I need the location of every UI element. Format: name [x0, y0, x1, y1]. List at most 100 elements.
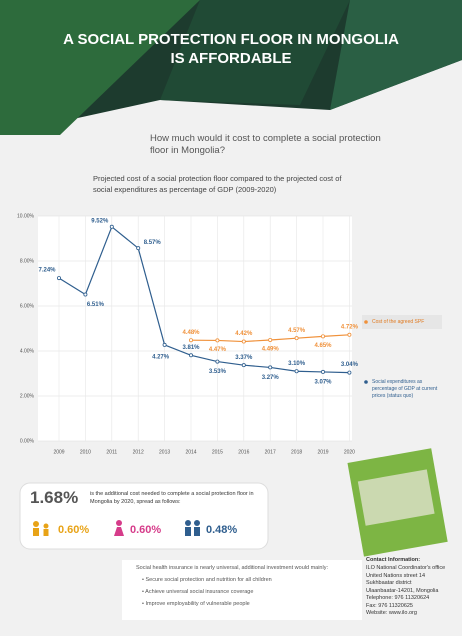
contact-line: Sukhbaatar district	[366, 580, 412, 586]
x-tick-label: 2019	[317, 449, 328, 455]
data-label: 7.24%	[38, 268, 56, 274]
point	[188, 353, 193, 358]
data-label: 3.53%	[209, 369, 227, 375]
title: A SOCIAL PROTECTION FLOOR IN MONGOLIA	[63, 31, 399, 48]
x-tick-label: 2016	[238, 449, 249, 455]
data-label: 6.51%	[87, 302, 105, 308]
point	[162, 342, 167, 347]
x-tick-label: 2020	[344, 449, 355, 455]
contact-block: ILO National Coordinator's office United …	[366, 565, 445, 618]
point	[57, 276, 62, 281]
point	[136, 246, 141, 251]
legend-marker	[364, 380, 368, 384]
point	[83, 292, 88, 297]
data-label: 4.48%	[182, 330, 200, 336]
icon-elderly	[185, 520, 200, 536]
point	[268, 337, 273, 342]
header-shape	[0, 0, 200, 135]
additional-cost-text: is the additional cost needed to complet…	[90, 491, 254, 505]
data-label: 4.27%	[152, 355, 170, 361]
point	[347, 370, 352, 375]
contact-title: Contact Information:	[366, 557, 421, 563]
point	[241, 363, 246, 368]
x-tick-label: 2012	[133, 449, 144, 455]
title: IS AFFORDABLE	[170, 50, 292, 67]
data-label: 3.04%	[341, 362, 359, 368]
additional-cost-value: 1.68%	[30, 488, 79, 507]
point	[347, 332, 352, 337]
bullet-text: Improve employability of vulnerable peop…	[145, 601, 250, 607]
data-label: 4.47%	[209, 347, 227, 353]
x-tick-label: 2014	[185, 449, 196, 455]
data-label: 4.65%	[314, 343, 332, 349]
bullet: • Secure social protection and nutrition…	[142, 577, 272, 583]
summary-box	[19, 482, 269, 550]
question: floor in Mongolia?	[150, 145, 225, 156]
contact-line: ILO National Coordinator's office	[366, 565, 446, 571]
header-shape	[330, 0, 462, 110]
header-shape	[160, 0, 350, 105]
measures-box	[122, 560, 362, 620]
contact-line: United Nations street 14	[366, 572, 426, 579]
point	[215, 359, 220, 364]
y-tick-label: 10.00%	[17, 213, 35, 219]
legend-label: Cost of the agreed SPF	[372, 319, 425, 325]
point	[109, 224, 114, 229]
chart-title: social expenditures as percentage of GDP…	[93, 185, 277, 194]
x-tick-label: 2015	[212, 449, 223, 455]
data-label: 4.72%	[341, 324, 359, 330]
bullet-text: Achieve universal social insurance cover…	[145, 589, 254, 595]
question: How much would it cost to complete a soc…	[150, 133, 381, 144]
point	[268, 365, 273, 370]
bullet: • Improve employability of vulnerable pe…	[142, 601, 250, 607]
point	[241, 339, 246, 344]
y-tick-label: 4.00%	[20, 348, 35, 354]
contact-line: Telephone: 976 11320624	[366, 595, 430, 601]
share: 0.60%	[130, 524, 162, 536]
y-tick-label: 6.00%	[20, 303, 35, 309]
data-label: 8.57%	[144, 240, 162, 246]
plot-area	[38, 216, 352, 441]
data-label: 3.10%	[288, 361, 306, 367]
point	[294, 369, 299, 374]
icon-children	[33, 521, 49, 536]
point	[294, 336, 299, 341]
point	[320, 369, 325, 374]
data-label: 9.52%	[91, 218, 109, 224]
series-line	[58, 225, 350, 374]
share: 0.60%	[58, 524, 90, 536]
booklet-photo	[357, 469, 435, 526]
legend-label: Social expenditures as percentage of GDP…	[372, 379, 438, 399]
data-label: 3.07%	[314, 380, 332, 386]
bullet: • Achieve universal social insurance cov…	[142, 589, 254, 595]
y-tick-label: 2.00%	[20, 393, 35, 399]
x-tick-label: 2010	[80, 449, 91, 455]
data-label: 3.37%	[235, 355, 253, 361]
data-label: 4.57%	[288, 328, 306, 334]
chart-title: Projected cost of a social protection fl…	[93, 174, 342, 183]
icon-women	[114, 520, 124, 536]
contact-line: Website: www.ilo.org	[366, 610, 417, 616]
measures-intro: Social health insurance is nearly univer…	[136, 565, 328, 571]
point	[320, 334, 325, 339]
contact-line: Ulaanbaatar-14201, Mongolia	[366, 587, 439, 594]
legend-marker	[364, 320, 368, 324]
bullet-text: Secure social protection and nutrition f…	[145, 577, 272, 583]
x-tick-label: 2011	[106, 449, 117, 455]
point	[215, 338, 220, 343]
contact-line: Fax: 976 11320625	[366, 602, 413, 609]
legend-box	[362, 315, 442, 329]
x-tick-label: 2018	[291, 449, 302, 455]
x-tick-label: 2013	[159, 449, 170, 455]
point	[188, 338, 193, 343]
data-label: 4.42%	[235, 331, 253, 337]
y-tick-label: 0.00%	[20, 438, 35, 444]
data-label: 3.27%	[262, 375, 280, 381]
x-tick-label: 2009	[53, 449, 64, 455]
x-tick-label: 2017	[265, 449, 276, 455]
share: 0.48%	[206, 524, 238, 536]
data-label: 3.81%	[182, 345, 200, 351]
data-label: 4.49%	[262, 347, 280, 353]
